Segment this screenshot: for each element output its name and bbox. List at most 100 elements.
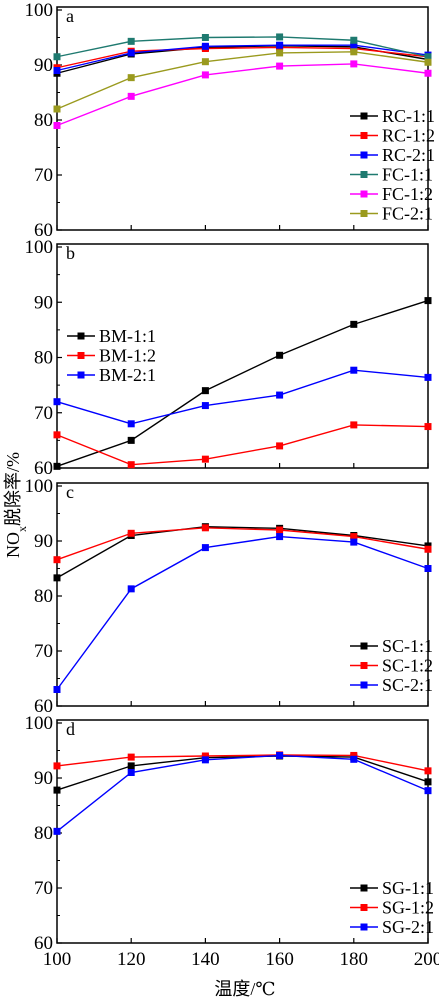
data-point: [53, 786, 61, 794]
panel-letter: d: [66, 719, 75, 739]
legend-label: BM-2:1: [99, 365, 156, 385]
series-FC-1:2: [53, 60, 432, 129]
legend-marker: [360, 662, 368, 669]
data-point: [276, 33, 284, 41]
data-point: [53, 431, 61, 439]
legend-marker: [360, 151, 368, 159]
legend-label: SG-2:1: [382, 917, 434, 937]
series-line: [56, 45, 429, 74]
data-point: [276, 49, 284, 57]
y-axis-title-subscript: x: [15, 526, 29, 532]
series-line: [56, 755, 429, 791]
y-tick-label: 80: [34, 586, 53, 607]
y-tick-label: 80: [34, 110, 53, 131]
series-line: [56, 299, 429, 468]
data-point: [53, 67, 61, 74]
data-point: [424, 373, 432, 381]
data-point: [276, 391, 284, 399]
series-line: [56, 535, 429, 690]
legend-label: SG-1:1: [382, 878, 434, 898]
series-line: [56, 369, 429, 425]
data-point: [201, 71, 209, 79]
y-tick-label: 70: [34, 165, 53, 186]
y-tick-label: 90: [34, 55, 53, 76]
legend-marker: [77, 352, 85, 359]
legend-label: BM-1:2: [99, 346, 156, 366]
legend-marker: [360, 642, 368, 650]
y-tick-label: 70: [34, 641, 53, 662]
data-point: [127, 420, 135, 428]
panel-frame: [56, 482, 429, 707]
data-point: [424, 767, 432, 775]
data-point: [424, 787, 432, 795]
data-point: [276, 351, 284, 359]
data-point: [350, 36, 358, 44]
legend-marker: [360, 681, 368, 689]
y-axis-title: NOx脱除率/%: [3, 452, 29, 558]
panel-frame: [56, 719, 429, 944]
series-line: [56, 754, 429, 832]
data-point: [201, 756, 209, 764]
data-point: [127, 762, 135, 770]
data-point: [350, 538, 358, 546]
data-point: [53, 686, 61, 693]
data-point: [350, 421, 358, 429]
y-tick-label: 100: [25, 237, 54, 258]
data-point: [53, 53, 61, 61]
data-point: [424, 565, 432, 572]
series-line: [56, 36, 429, 58]
data-point: [127, 461, 135, 469]
legend: BM-1:1BM-1:2BM-2:1: [67, 326, 156, 385]
series-line: [56, 44, 429, 72]
legend-label: RC-1:1: [382, 106, 435, 126]
series-line: [56, 525, 429, 579]
panel-letter: c: [66, 482, 74, 502]
data-point: [53, 122, 61, 129]
y-tick-label: 60: [34, 933, 53, 954]
legend-marker: [77, 371, 85, 379]
data-point: [424, 778, 432, 786]
series-BM-1:1: [53, 297, 432, 470]
legend-marker: [360, 112, 368, 120]
legend-marker: [360, 923, 368, 931]
panel-letter: b: [66, 243, 75, 263]
legend-label: SC-1:2: [382, 656, 433, 676]
legend: RC-1:1RC-1:2RC-2:1FC-1:1FC-1:2FC-2:1: [350, 106, 435, 224]
data-point: [350, 60, 358, 68]
data-point: [127, 769, 135, 776]
data-point: [127, 37, 135, 45]
data-point: [201, 455, 209, 463]
legend-marker: [360, 190, 368, 198]
y-tick-label: 80: [34, 348, 53, 369]
data-point: [350, 48, 358, 56]
legend-marker: [77, 332, 85, 340]
legend-label: BM-1:1: [99, 326, 156, 346]
data-point: [53, 398, 61, 406]
series-line: [56, 63, 429, 127]
legend-label: FC-1:1: [382, 165, 433, 185]
y-tick-label: 70: [34, 403, 53, 424]
data-point: [53, 462, 61, 470]
y-axis-title-main: NO: [3, 532, 23, 558]
y-tick-label: 60: [34, 220, 53, 241]
panel-b: 60 70 80 90 100 b BM-1:1BM-1:2BM-2:1: [25, 237, 432, 479]
y-tick-label: 60: [34, 458, 53, 479]
series-SC-1:2: [53, 524, 432, 564]
data-point: [350, 366, 358, 374]
legend-label: SC-2:1: [382, 675, 433, 695]
panel-a: 60 70 80 90 100 a RC-1:1RC-1:2RC-2:1FC-1:1FC-1…: [25, 0, 436, 241]
panel-frame: [56, 243, 429, 469]
data-point: [276, 41, 284, 49]
data-point: [201, 752, 209, 760]
x-tick-label: 200: [414, 949, 439, 970]
series-line: [56, 51, 429, 110]
data-point: [424, 423, 432, 431]
series-FC-2:1: [53, 48, 432, 113]
series-BM-1:2: [53, 421, 432, 469]
legend-label: RC-2:1: [382, 145, 435, 165]
data-point: [424, 58, 432, 66]
series-line: [56, 46, 429, 69]
data-point: [201, 544, 209, 552]
series-FC-1:1: [53, 33, 432, 61]
